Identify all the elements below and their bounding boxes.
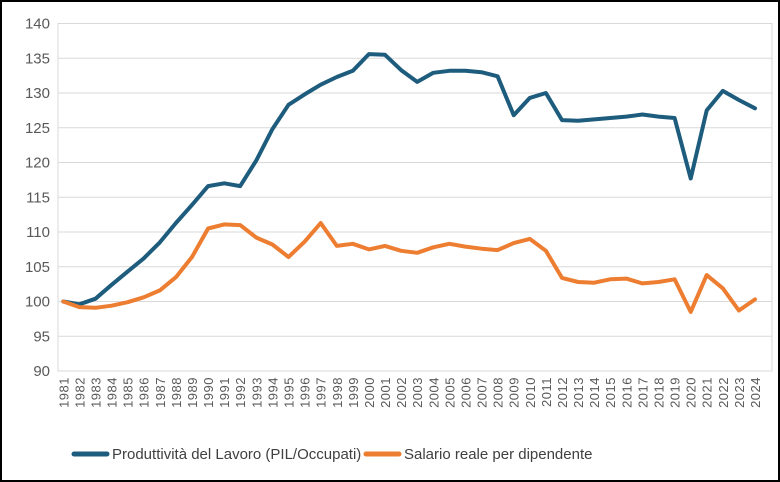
xtick-label-1992: 1992: [233, 377, 248, 408]
xtick-label-2011: 2011: [539, 377, 554, 407]
xtick-label-1987: 1987: [153, 377, 168, 408]
gridlines: [58, 23, 772, 372]
legend-label-salary: Salario reale per dipendente: [404, 446, 592, 463]
ytick-label-115: 115: [26, 189, 50, 206]
xtick-label-1983: 1983: [88, 377, 103, 408]
plot-border: [57, 23, 773, 372]
ytick-label-140: 140: [25, 16, 50, 33]
xtick-label-2013: 2013: [571, 377, 586, 408]
xtick-label-2003: 2003: [410, 377, 425, 408]
xtick-label-1995: 1995: [282, 377, 297, 408]
series-line-1: [61, 221, 757, 314]
ytick-label-130: 130: [25, 85, 50, 102]
xtick-label-1982: 1982: [72, 377, 87, 408]
xtick-label-1991: 1991: [217, 377, 232, 408]
xtick-label-1996: 1996: [298, 377, 313, 408]
xtick-label-1981: 1981: [56, 377, 71, 408]
y-axis-tick-labels: 90 95 100 105 110 115 120 125 130 135 140: [25, 16, 50, 381]
xtick-label-2015: 2015: [603, 377, 618, 408]
xtick-label-2023: 2023: [732, 377, 747, 408]
xtick-label-2014: 2014: [587, 377, 602, 408]
series-line-0: [61, 52, 757, 307]
xtick-label-2010: 2010: [523, 377, 538, 408]
ytick-label-110: 110: [26, 224, 50, 241]
xtick-label-2022: 2022: [716, 377, 731, 408]
xtick-label-1999: 1999: [346, 377, 361, 408]
xtick-label-2024: 2024: [748, 377, 763, 408]
xtick-label-1989: 1989: [185, 377, 200, 408]
ytick-label-105: 105: [25, 259, 50, 276]
xtick-label-2005: 2005: [442, 377, 457, 408]
data-series-lines: [61, 52, 757, 314]
xtick-label-2020: 2020: [684, 377, 699, 408]
xtick-label-2009: 2009: [507, 377, 522, 408]
plot-area-border: [57, 23, 773, 372]
xtick-label-1988: 1988: [169, 377, 184, 408]
ytick-label-95: 95: [33, 328, 50, 345]
xtick-label-2002: 2002: [394, 377, 409, 408]
xtick-label-1994: 1994: [265, 377, 280, 408]
xtick-label-2004: 2004: [426, 377, 441, 408]
legend: Produttività del Lavoro (PIL/Occupati) S…: [71, 446, 592, 463]
xtick-label-1990: 1990: [201, 377, 216, 408]
xtick-label-2007: 2007: [475, 377, 490, 408]
xtick-label-2019: 2019: [668, 377, 683, 408]
xtick-label-2000: 2000: [362, 377, 377, 408]
ytick-label-135: 135: [25, 50, 50, 67]
x-axis-tick-labels: 1981 1982 1983 1984 1985 1986 1987 1988 1989 1990…: [56, 377, 763, 408]
xtick-label-2021: 2021: [700, 377, 715, 408]
xtick-label-2001: 2001: [378, 377, 393, 408]
xtick-label-2017: 2017: [635, 377, 650, 408]
ytick-label-100: 100: [25, 294, 50, 311]
xtick-label-2006: 2006: [458, 377, 473, 408]
ytick-label-125: 125: [25, 120, 50, 137]
ytick-label-90: 90: [33, 363, 50, 380]
ytick-label-120: 120: [25, 155, 50, 172]
xtick-label-1986: 1986: [137, 377, 152, 408]
xtick-label-1993: 1993: [249, 377, 264, 408]
xtick-label-2008: 2008: [491, 377, 506, 408]
xtick-label-1985: 1985: [121, 377, 136, 408]
xtick-label-2018: 2018: [651, 377, 666, 408]
legend-label-productivity: Produttività del Lavoro (PIL/Occupati): [112, 446, 361, 463]
xtick-label-1984: 1984: [105, 377, 120, 408]
xtick-label-2012: 2012: [555, 377, 570, 408]
xtick-label-2016: 2016: [619, 377, 634, 408]
xtick-label-1998: 1998: [330, 377, 345, 408]
xtick-label-1997: 1997: [314, 377, 329, 408]
